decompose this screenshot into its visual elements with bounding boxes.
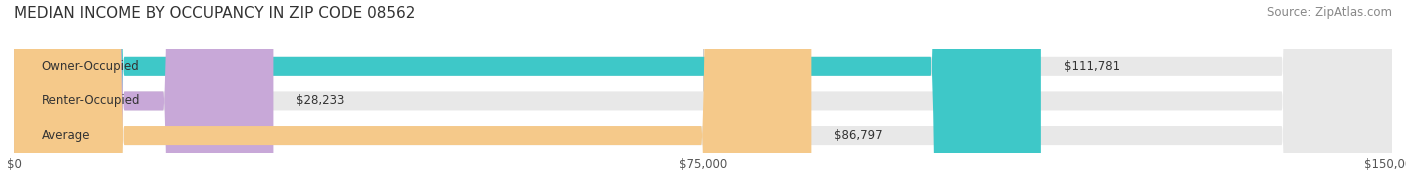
Text: Renter-Occupied: Renter-Occupied (42, 94, 141, 107)
Text: $28,233: $28,233 (297, 94, 344, 107)
Text: Owner-Occupied: Owner-Occupied (42, 60, 139, 73)
Text: Average: Average (42, 129, 90, 142)
FancyBboxPatch shape (14, 0, 273, 196)
Text: Source: ZipAtlas.com: Source: ZipAtlas.com (1267, 6, 1392, 19)
Text: $111,781: $111,781 (1064, 60, 1121, 73)
Text: MEDIAN INCOME BY OCCUPANCY IN ZIP CODE 08562: MEDIAN INCOME BY OCCUPANCY IN ZIP CODE 0… (14, 6, 415, 21)
FancyBboxPatch shape (14, 0, 811, 196)
FancyBboxPatch shape (14, 0, 1392, 196)
Text: $86,797: $86,797 (834, 129, 883, 142)
FancyBboxPatch shape (14, 0, 1040, 196)
FancyBboxPatch shape (14, 0, 1392, 196)
FancyBboxPatch shape (14, 0, 1392, 196)
